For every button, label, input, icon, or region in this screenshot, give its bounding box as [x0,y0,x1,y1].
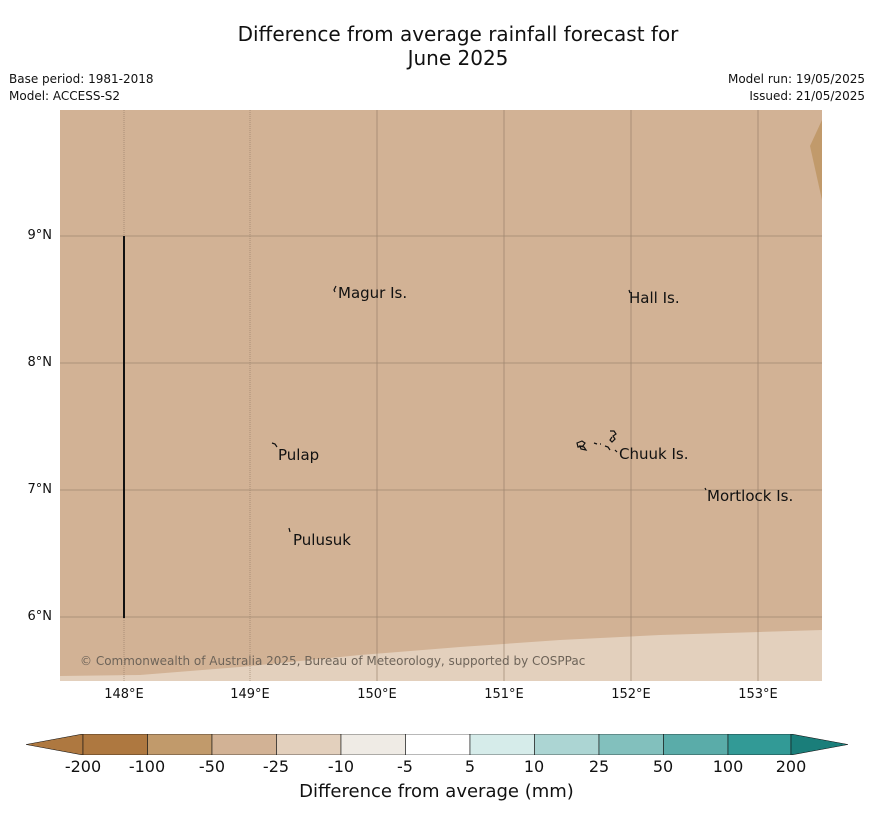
lat-label-6n: 6°N [27,609,53,624]
colorbar-tick-label: 50 [652,757,674,776]
model-name: Model: ACCESS-S2 [9,89,121,103]
place-label-pulusuk: Pulusuk [293,531,351,549]
south-fill-region [60,630,822,681]
colorbar-tick-label: -100 [128,757,166,776]
lat-label-8n: 8°N [27,355,53,370]
colorbar-tick-label: 100 [712,757,744,776]
title-line-1: Difference from average rainfall forecas… [237,22,679,46]
colorbar-tick-label: -10 [327,757,355,776]
colorbar-bin-3 [276,734,342,755]
issued-date: Issued: 21/05/2025 [749,89,865,103]
island-pulusuk [288,527,291,533]
lon-label-150e: 150°E [357,687,397,702]
colorbar-tick-label: -5 [397,757,413,776]
lon-label-149e: 149°E [230,687,270,702]
island-pulap [271,442,278,448]
island-chuuk [576,430,618,453]
map-svg [60,110,822,681]
corner-fill-region [810,120,822,200]
place-label-magur: Magur Is. [338,284,408,302]
title-line-2: June 2025 [407,46,509,70]
colorbar-bin-8 [598,734,664,755]
lon-label-151e: 151°E [484,687,524,702]
map-title: Difference from average rainfall forecas… [0,22,873,70]
colorbar-extend-high [790,734,848,755]
colorbar-tick-label: 5 [464,757,476,776]
rainfall-map[interactable] [60,110,822,681]
meta-right: Model run: 19/05/2025 Issued: 21/05/2025 [728,71,865,105]
island-magur [333,285,337,293]
colorbar-tick-label: -200 [64,757,102,776]
colorbar-bin-4 [340,734,406,755]
base-period: Base period: 1981-2018 [9,72,154,86]
island-mortlock [704,487,707,491]
meta-left: Base period: 1981-2018 Model: ACCESS-S2 [9,71,154,105]
colorbar-extend-low [26,734,84,755]
colorbar-bin-10 [727,734,792,755]
colorbar-bin-2 [211,734,277,755]
colorbar-bin-7 [534,734,600,755]
place-label-chuuk: Chuuk Is. [619,445,689,463]
lat-label-7n: 7°N [27,482,53,497]
colorbar-bin-6 [469,734,535,755]
lon-label-152e: 152°E [611,687,651,702]
island-outlines [271,285,707,533]
gridlines [60,110,822,681]
colorbar-bin-0 [82,734,148,755]
colorbar-bin-1 [147,734,213,755]
colorbar-tick-label: 200 [775,757,807,776]
lon-label-148e: 148°E [104,687,144,702]
model-run: Model run: 19/05/2025 [727,72,865,86]
colorbar-bin-9 [663,734,729,755]
colorbar [26,734,848,755]
colorbar-tick-label: 25 [588,757,610,776]
copyright-notice: © Commonwealth of Australia 2025, Bureau… [80,654,586,668]
place-label-hall: Hall Is. [629,289,680,307]
colorbar-tick-label: 10 [523,757,545,776]
island-hall [628,289,631,294]
place-label-pulap: Pulap [278,446,320,464]
colorbar-tick-label: -50 [198,757,226,776]
lat-label-9n: 9°N [27,228,53,243]
place-label-mortlock: Mortlock Is. [707,487,794,505]
colorbar-tick-label: -25 [262,757,290,776]
colorbar-bin-5 [405,734,471,755]
lon-label-153e: 153°E [738,687,778,702]
colorbar-label: Difference from average (mm) [299,781,574,802]
